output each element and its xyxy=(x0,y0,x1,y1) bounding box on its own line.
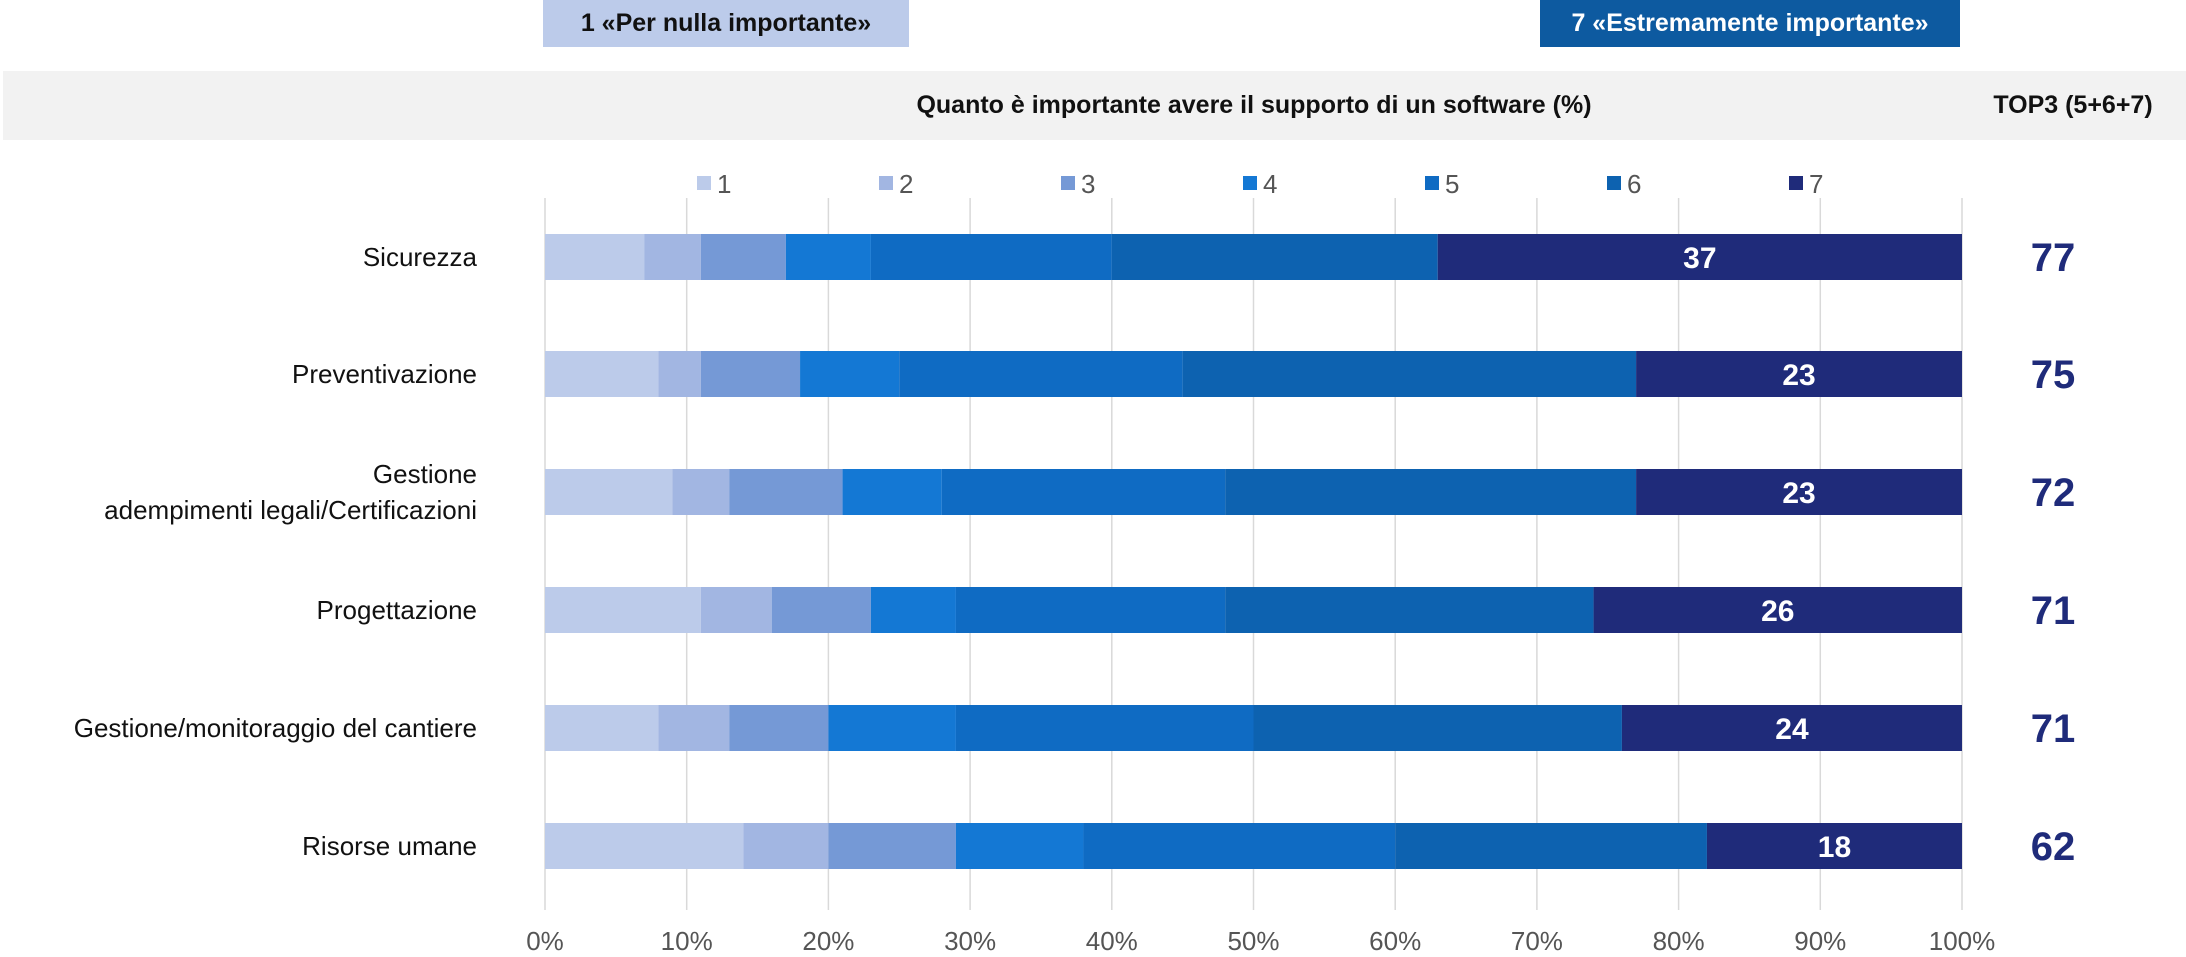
bar-segment xyxy=(729,705,829,751)
bar-segment xyxy=(729,469,843,515)
x-tick-label: 30% xyxy=(944,926,996,956)
x-tick-label: 20% xyxy=(802,926,854,956)
top3-value: 77 xyxy=(2031,236,2076,280)
bar-segment xyxy=(545,234,645,280)
category-label: adempimenti legali/Certificazioni xyxy=(104,495,477,525)
x-tick-label: 60% xyxy=(1369,926,1421,956)
data-label: 23 xyxy=(1782,477,1815,510)
x-tick-label: 10% xyxy=(661,926,713,956)
bar-segment xyxy=(1621,705,1962,751)
bar-segment xyxy=(545,469,673,515)
bar-segment xyxy=(828,705,956,751)
bar-segment xyxy=(955,705,1254,751)
bar-segment xyxy=(785,234,871,280)
bar-segment xyxy=(1111,234,1438,280)
bar-segment xyxy=(771,587,871,633)
legend-swatch xyxy=(879,176,893,190)
top3-value: 75 xyxy=(2031,353,2076,397)
bar-segment xyxy=(1636,351,1962,397)
top3-value: 71 xyxy=(2031,589,2076,633)
x-tick-label: 40% xyxy=(1086,926,1138,956)
category-label: Preventivazione xyxy=(292,359,477,389)
bar-segment xyxy=(545,705,659,751)
data-label: 37 xyxy=(1683,242,1716,275)
bar-segment xyxy=(672,469,730,515)
bar-segment xyxy=(899,351,1183,397)
legend-label: 7 xyxy=(1809,169,1823,199)
legend-swatch xyxy=(697,176,711,190)
data-label: 23 xyxy=(1782,359,1815,392)
bar-segment xyxy=(700,351,801,397)
bar-segment xyxy=(828,823,956,869)
bar-segment xyxy=(743,823,829,869)
bar-segment xyxy=(1437,234,1962,280)
data-label: 18 xyxy=(1818,831,1851,864)
bar-segment xyxy=(842,469,942,515)
bar-segment xyxy=(1225,469,1637,515)
bar-segment xyxy=(545,587,701,633)
category-label: Risorse umane xyxy=(302,831,477,861)
legend-swatch xyxy=(1061,176,1075,190)
category-label: Sicurezza xyxy=(363,242,478,272)
bar-segment xyxy=(545,823,744,869)
bar-segment xyxy=(941,469,1226,515)
chart-title: Quanto è importante avere il supporto di… xyxy=(916,91,1592,119)
data-label: 24 xyxy=(1775,713,1809,746)
scale-low-badge: 1 «Per nulla importante» xyxy=(543,0,909,47)
bar-segment xyxy=(700,234,786,280)
bar-segment xyxy=(700,587,772,633)
data-label: 26 xyxy=(1761,595,1794,628)
legend-swatch xyxy=(1789,176,1803,190)
bar-segment xyxy=(870,587,956,633)
bar-segment xyxy=(870,234,1112,280)
bar-segment xyxy=(955,587,1226,633)
bar-segment xyxy=(1636,469,1962,515)
legend-swatch xyxy=(1607,176,1621,190)
bar-segment xyxy=(955,823,1084,869)
legend-label: 2 xyxy=(899,169,913,199)
legend-label: 1 xyxy=(717,169,731,199)
bar-segment xyxy=(1083,823,1396,869)
legend-label: 6 xyxy=(1627,169,1641,199)
bar-segment xyxy=(1593,587,1962,633)
top3-column-title: TOP3 (5+6+7) xyxy=(1993,91,2153,119)
x-tick-label: 0% xyxy=(526,926,564,956)
x-tick-label: 90% xyxy=(1794,926,1846,956)
bar-segment xyxy=(658,705,730,751)
category-label: Gestione/monitoraggio del cantiere xyxy=(74,713,477,743)
scale-high-badge: 7 «Estremamente importante» xyxy=(1540,0,1960,47)
bar-segment xyxy=(1706,823,1962,869)
x-tick-label: 50% xyxy=(1227,926,1279,956)
bar-segment xyxy=(644,234,701,280)
x-tick-label: 100% xyxy=(1929,926,1996,956)
legend-label: 3 xyxy=(1081,169,1095,199)
bar-segment xyxy=(658,351,701,397)
category-label: Progettazione xyxy=(317,595,477,625)
x-tick-label: 70% xyxy=(1511,926,1563,956)
bar-segment xyxy=(545,351,659,397)
bar-segment xyxy=(1182,351,1637,397)
legend-label: 5 xyxy=(1445,169,1459,199)
legend-label: 4 xyxy=(1263,169,1277,199)
top3-value: 72 xyxy=(2031,471,2076,515)
category-label: Gestione xyxy=(373,459,477,489)
bar-segment xyxy=(1253,705,1622,751)
legend-swatch xyxy=(1243,176,1257,190)
top3-value: 62 xyxy=(2031,825,2076,869)
bar-segment xyxy=(1225,587,1594,633)
bar-segment xyxy=(1395,823,1707,869)
x-tick-label: 80% xyxy=(1653,926,1705,956)
legend-swatch xyxy=(1425,176,1439,190)
top3-value: 71 xyxy=(2031,707,2076,751)
header-band xyxy=(3,71,2186,140)
bar-segment xyxy=(800,351,900,397)
